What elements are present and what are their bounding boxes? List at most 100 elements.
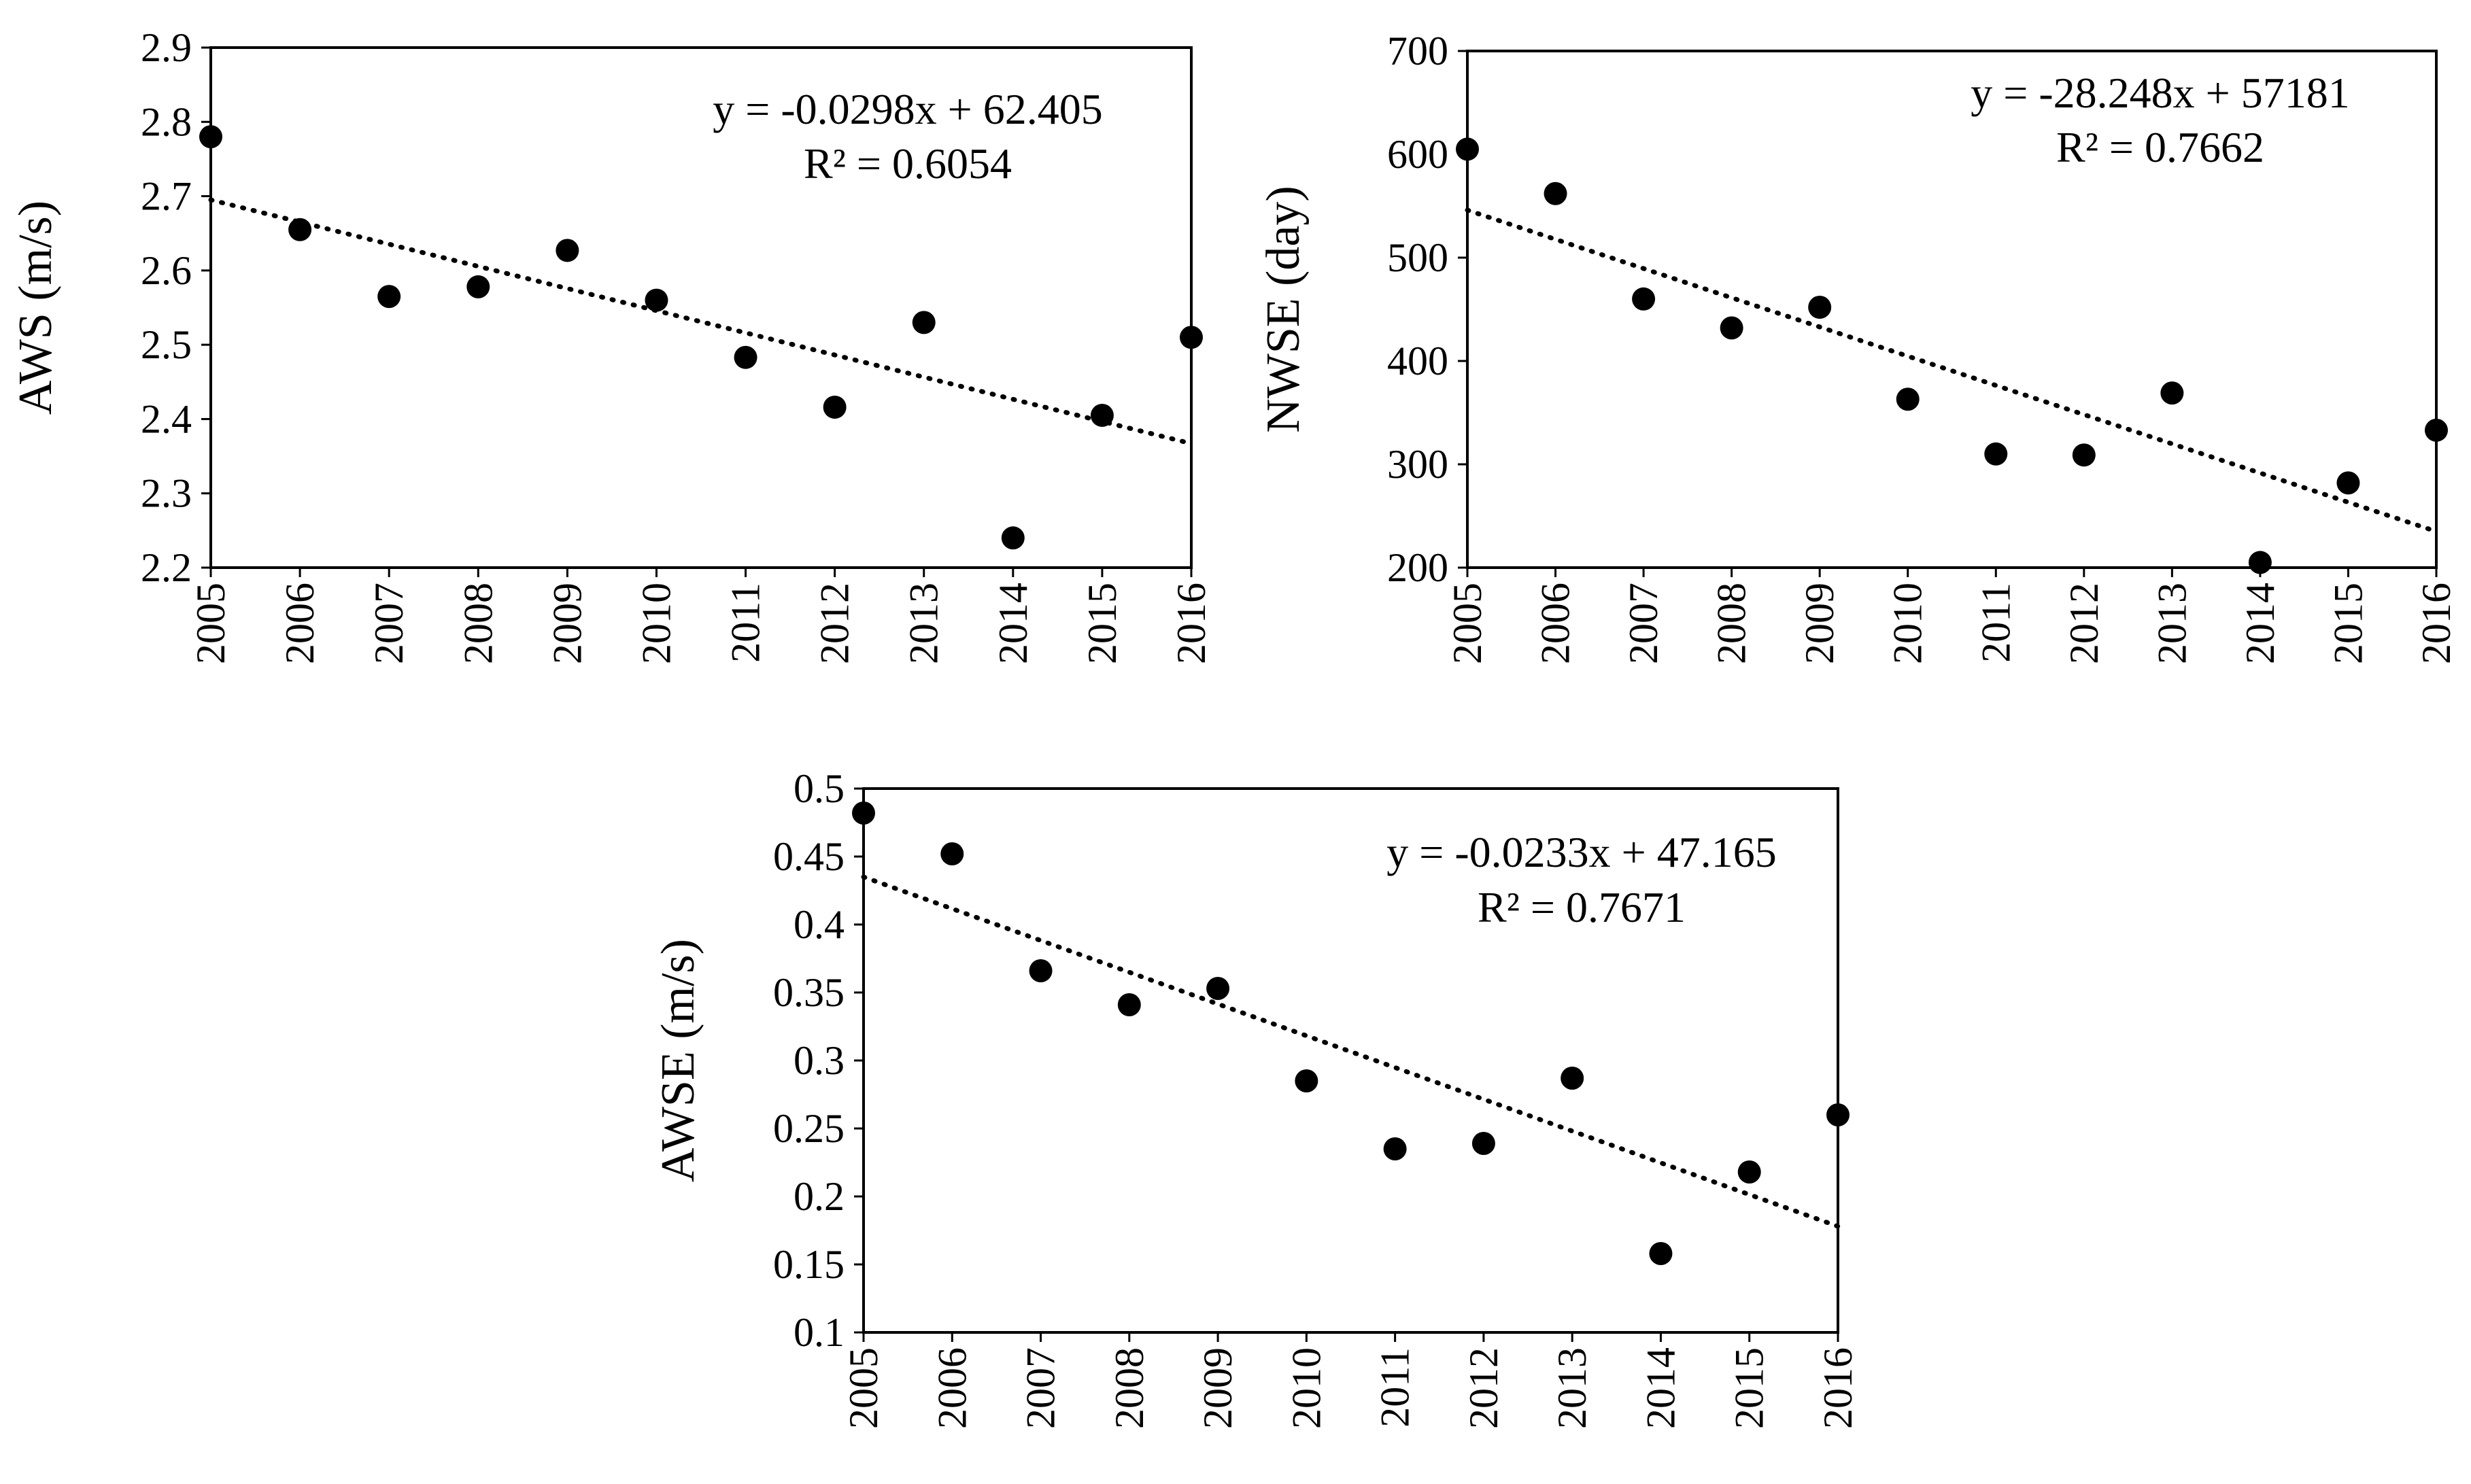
nwse-data-point	[1632, 287, 1656, 311]
aws-data-point	[912, 311, 936, 334]
nwse-data-point	[1896, 387, 1920, 411]
nwse-y-tick-label: 400	[1387, 339, 1448, 383]
nwse-r-squared: R² = 0.7662	[2056, 123, 2264, 171]
aws-plot-frame	[209, 46, 1193, 569]
awse-trendline	[861, 874, 1841, 1229]
nwse-y-tick-label: 700	[1387, 29, 1448, 73]
nwse-x-tick-label: 2013	[2149, 583, 2194, 664]
awse-y-tick-label: 0.3	[794, 1038, 845, 1083]
aws-trend-equation: y = -0.0298x + 62.405	[713, 85, 1103, 133]
awse-x-tick-label: 2006	[930, 1347, 974, 1429]
nwse-x-tick-label: 2011	[1973, 583, 2018, 663]
nwse-trend-equation: y = -28.248x + 57181	[1971, 69, 2350, 117]
awse-data-point	[1561, 1067, 1584, 1090]
awse-x-tick-label: 2015	[1727, 1347, 1772, 1429]
aws-data-point	[645, 288, 668, 312]
aws-x-tick-label: 2005	[188, 583, 233, 664]
nwse-x-tick-label: 2012	[2062, 583, 2107, 664]
aws-y-tick-label: 2.8	[141, 99, 192, 144]
awse-data-point	[852, 801, 875, 825]
nwse-x-tick-label: 2015	[2325, 583, 2370, 664]
aws-r-squared: R² = 0.6054	[804, 139, 1012, 188]
nwse-y-tick-label: 200	[1387, 545, 1448, 590]
aws-y-tick-label: 2.5	[141, 322, 192, 367]
nwse-data-point	[1544, 182, 1567, 205]
nwse-x-tick-label: 2007	[1621, 583, 1666, 664]
aws-data-point	[734, 345, 757, 369]
awse-data-point	[1471, 1132, 1495, 1155]
aws-data-point	[823, 395, 847, 419]
awse-y-tick-label: 0.15	[773, 1242, 845, 1287]
aws-y-tick-label: 2.3	[141, 471, 192, 516]
aws-x-tick-label: 2009	[545, 583, 590, 664]
awse-data-point	[1295, 1069, 1318, 1092]
awse-x-tick-label: 2012	[1461, 1347, 1506, 1429]
aws-y-axis-title: AWS (m/s)	[10, 201, 62, 415]
awse-data-point	[1383, 1137, 1407, 1160]
aws-x-tick-label: 2014	[991, 583, 1036, 664]
awse-x-tick-label: 2011	[1373, 1347, 1418, 1428]
awse-data-point	[1826, 1103, 1850, 1126]
awse-x-tick-label: 2007	[1019, 1347, 1063, 1429]
aws-chart: 2.2 2.3 2.4 2.5 2.6 2.7 2.8 2.9 2005 2006 2007 2008…	[10, 25, 1214, 664]
nwse-data-point	[2425, 418, 2448, 442]
nwse-plot-frame	[1466, 50, 2438, 569]
nwse-data-point	[2336, 471, 2360, 495]
aws-y-tick-label: 2.9	[141, 25, 192, 70]
aws-y-tick-label: 2.6	[141, 248, 192, 293]
awse-y-tick-label: 0.35	[773, 970, 845, 1015]
awse-r-squared: R² = 0.7671	[1478, 883, 1686, 931]
aws-data-point	[1090, 403, 1114, 427]
nwse-data-point	[2248, 551, 2272, 574]
nwse-x-tick-label: 2014	[2238, 583, 2283, 664]
awse-x-tick-label: 2008	[1107, 1347, 1152, 1429]
aws-y-tick-label: 2.2	[141, 545, 192, 590]
aws-x-tick-label: 2015	[1080, 583, 1125, 664]
nwse-chart: 200 300 400 500 600 700 2005 2006 2007 2008 2009 20…	[1257, 29, 2459, 664]
awse-y-tick-label: 0.25	[773, 1106, 845, 1151]
aws-data-point	[199, 125, 222, 149]
nwse-x-tick-label: 2010	[1886, 583, 1930, 664]
nwse-x-tick-label: 2005	[1445, 583, 1490, 664]
awse-data-point	[1737, 1160, 1761, 1184]
awse-x-tick-label: 2005	[841, 1347, 886, 1429]
awse-y-tick-label: 0.4	[794, 902, 845, 947]
awse-x-tick-label: 2009	[1195, 1347, 1240, 1429]
awse-x-tick-label: 2010	[1284, 1347, 1329, 1429]
aws-trendline	[208, 197, 1194, 446]
nwse-x-tick-label: 2016	[2414, 583, 2459, 664]
aws-x-tick-label: 2016	[1169, 583, 1214, 664]
aws-x-tick-label: 2007	[367, 583, 411, 664]
aws-data-point	[377, 285, 401, 309]
aws-x-tick-label: 2013	[902, 583, 947, 664]
nwse-y-axis-title: NWSE (day)	[1257, 186, 1310, 433]
aws-data-point	[556, 239, 579, 262]
awse-data-point	[1117, 993, 1141, 1016]
nwse-y-tick-label: 500	[1387, 235, 1448, 280]
awse-y-axis-title: AWSE (m/s)	[652, 939, 704, 1182]
nwse-x-tick-label: 2008	[1709, 583, 1754, 664]
aws-data-point	[1180, 326, 1203, 349]
nwse-x-tick-label: 2009	[1797, 583, 1842, 664]
aws-x-tick-label: 2012	[813, 583, 857, 664]
nwse-data-point	[1984, 442, 2008, 466]
awse-y-tick-label: 0.1	[794, 1310, 845, 1355]
awse-data-point	[1206, 977, 1230, 1000]
nwse-data-point	[2160, 381, 2184, 405]
awse-data-point	[940, 842, 964, 865]
aws-x-tick-label: 2011	[723, 583, 768, 663]
awse-x-tick-label: 2016	[1816, 1347, 1860, 1429]
aws-data-point	[1001, 526, 1025, 550]
nwse-y-tick-label: 300	[1387, 442, 1448, 487]
awse-trend-equation: y = -0.0233x + 47.165	[1386, 828, 1777, 876]
awse-y-tick-label: 0.45	[773, 834, 845, 879]
nwse-y-tick-label: 600	[1387, 132, 1448, 177]
aws-y-tick-label: 2.4	[141, 396, 192, 441]
aws-data-point	[466, 275, 490, 298]
awse-data-point	[1649, 1242, 1673, 1265]
awse-y-tick-label: 0.2	[794, 1174, 845, 1219]
aws-x-tick-label: 2010	[634, 583, 679, 664]
aws-x-tick-label: 2006	[277, 583, 322, 664]
nwse-data-point	[1720, 316, 1743, 340]
